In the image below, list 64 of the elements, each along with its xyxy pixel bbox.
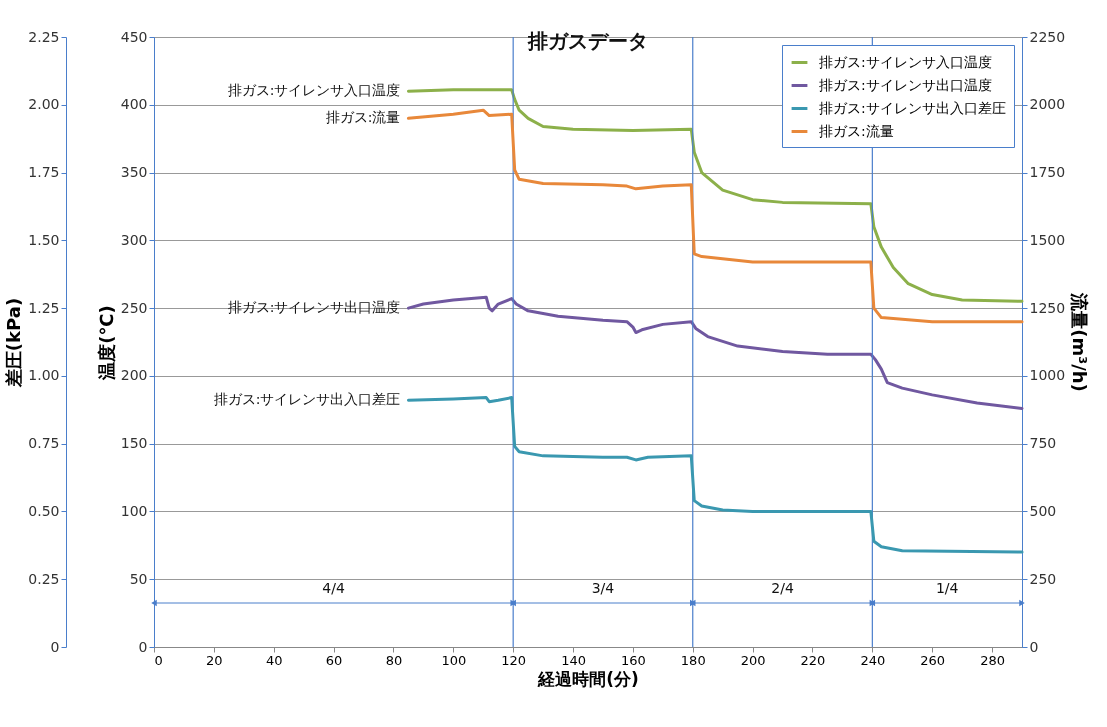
- y-axis-title: 温度(℃): [95, 305, 117, 381]
- y3-axis-title: 差圧(kPa): [3, 297, 25, 389]
- y2-tick-label: 1750: [1029, 164, 1066, 181]
- y-tick-label: 300: [120, 231, 148, 248]
- x-tick-label: 40: [265, 652, 283, 668]
- y-tick-label: 350: [120, 164, 148, 181]
- y3-tick-label: 0.25: [28, 570, 60, 587]
- y2-tick-label: 500: [1029, 502, 1057, 519]
- x-axis-title: 経過時間(分): [537, 668, 639, 689]
- x-tick-label: 100: [441, 652, 467, 668]
- x-tick-label: 160: [620, 652, 646, 668]
- y-tick-label: 50: [129, 570, 148, 587]
- y3-tick-label: 0: [50, 638, 60, 655]
- y2-tick-label: 1000: [1029, 367, 1066, 384]
- x-tick-label: 180: [680, 652, 706, 668]
- y3-tick-label: 1.00: [28, 367, 60, 384]
- legend-label: 排ガス:サイレンサ出口温度: [819, 76, 992, 93]
- y3-tick-label: 1.50: [28, 231, 60, 248]
- y3-tick-label: 1.25: [28, 299, 60, 316]
- y-tick-label: 450: [120, 28, 148, 45]
- y2-tick-label: 1500: [1029, 231, 1066, 248]
- annotation: 1/4: [935, 580, 959, 596]
- y3-tick-label: 0.75: [28, 435, 60, 452]
- annotation: 2/4: [771, 580, 794, 596]
- annotation: 4/4: [322, 580, 345, 596]
- x-tick-label: 20: [206, 652, 223, 668]
- legend-label: 排ガス:サイレンサ入口温度: [819, 53, 992, 70]
- x-tick-label: 220: [800, 652, 826, 668]
- text: 排ガス:サイレンサ出入口差圧: [213, 391, 401, 408]
- y3-tick-label: 2.00: [28, 96, 60, 113]
- x-tick-label: 0: [154, 652, 163, 668]
- text: 排ガス:サイレンサ出口温度: [227, 299, 401, 316]
- text: 排ガス:サイレンサ入口温度: [227, 82, 401, 99]
- y2-tick-label: 1250: [1029, 299, 1066, 316]
- y3-tick-label: 1.75: [28, 164, 60, 181]
- x-tick-label: 140: [561, 652, 586, 668]
- x-tick-label: 280: [980, 652, 1005, 668]
- y2-tick-label: 2000: [1029, 96, 1066, 113]
- y-tick-label: 0: [138, 638, 148, 655]
- y2-tick-label: 750: [1029, 435, 1057, 452]
- y3-tick-label: 0.50: [28, 502, 60, 519]
- legend-label: 排ガス:流量: [819, 122, 894, 139]
- x-tick-label: 200: [740, 652, 766, 668]
- y-tick-label: 150: [120, 435, 148, 452]
- y-tick-label: 100: [120, 502, 148, 519]
- x-tick-label: 60: [325, 652, 343, 668]
- x-tick-label: 80: [385, 652, 403, 668]
- legend-label: 排ガス:サイレンサ出入口差圧: [819, 99, 1006, 116]
- text: 排ガス:流量: [325, 109, 401, 126]
- x-tick-label: 240: [860, 652, 886, 668]
- x-tick-label: 260: [920, 652, 946, 668]
- y2-tick-label: 250: [1029, 570, 1057, 587]
- annotation: 3/4: [591, 580, 615, 596]
- y3-tick-label: 2.25: [28, 28, 60, 45]
- x-tick-label: 120: [501, 652, 527, 668]
- y2-axis-title: 流量(m³/h): [1069, 292, 1091, 392]
- y-tick-label: 400: [120, 96, 148, 113]
- chart-title: 排ガスデータ: [527, 29, 648, 53]
- y2-tick-label: 2250: [1029, 28, 1066, 45]
- line-series: [406, 396, 1024, 554]
- y-tick-label: 250: [120, 299, 148, 316]
- y2-tick-label: 0: [1029, 638, 1039, 655]
- line-series: [406, 295, 1024, 410]
- y-tick-label: 200: [120, 367, 148, 384]
